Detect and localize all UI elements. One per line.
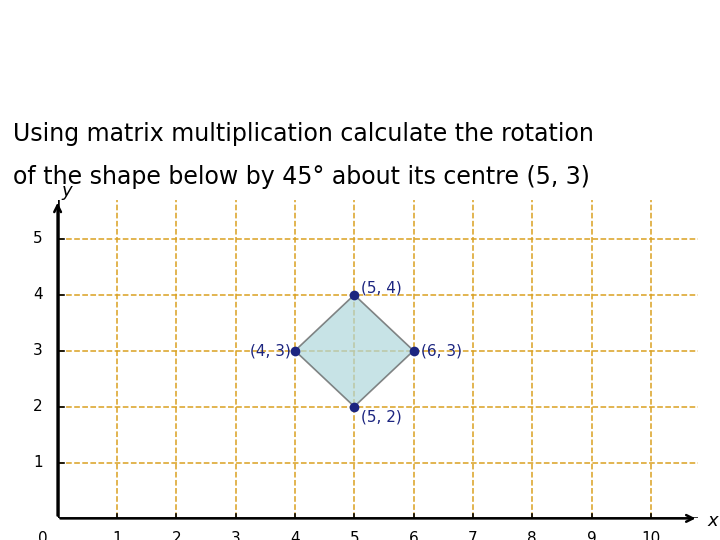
Text: 0: 0 [38, 531, 48, 540]
Text: (5, 4): (5, 4) [361, 280, 402, 295]
Text: (6, 3): (6, 3) [420, 343, 462, 358]
Text: 6: 6 [409, 531, 418, 540]
Text: Exercises 5: Exercises 5 [462, 31, 709, 69]
Text: 46: 46 [9, 18, 24, 31]
Text: 5: 5 [33, 232, 42, 246]
Polygon shape [295, 295, 413, 407]
Text: x: x [707, 512, 718, 530]
Text: 2: 2 [33, 399, 42, 414]
Text: 3: 3 [230, 531, 240, 540]
Text: of: of [9, 46, 21, 59]
Text: 9: 9 [587, 531, 596, 540]
Text: 8: 8 [528, 531, 537, 540]
Text: Using matrix multiplication calculate the rotation: Using matrix multiplication calculate th… [13, 122, 594, 145]
Text: 3: 3 [33, 343, 42, 358]
Text: (5, 2): (5, 2) [361, 409, 402, 424]
Text: (4, 3): (4, 3) [251, 343, 292, 358]
Text: 10: 10 [642, 531, 660, 540]
Text: 1: 1 [33, 455, 42, 470]
Text: 4: 4 [33, 287, 42, 302]
Text: 1: 1 [112, 531, 122, 540]
Text: 2: 2 [171, 531, 181, 540]
Text: of the shape below by 45° about its centre (5, 3): of the shape below by 45° about its cent… [13, 165, 590, 188]
Text: 4: 4 [290, 531, 300, 540]
Text: 45: 45 [9, 74, 24, 87]
Text: 5: 5 [349, 531, 359, 540]
Text: 7: 7 [468, 531, 478, 540]
Text: y: y [61, 182, 72, 200]
